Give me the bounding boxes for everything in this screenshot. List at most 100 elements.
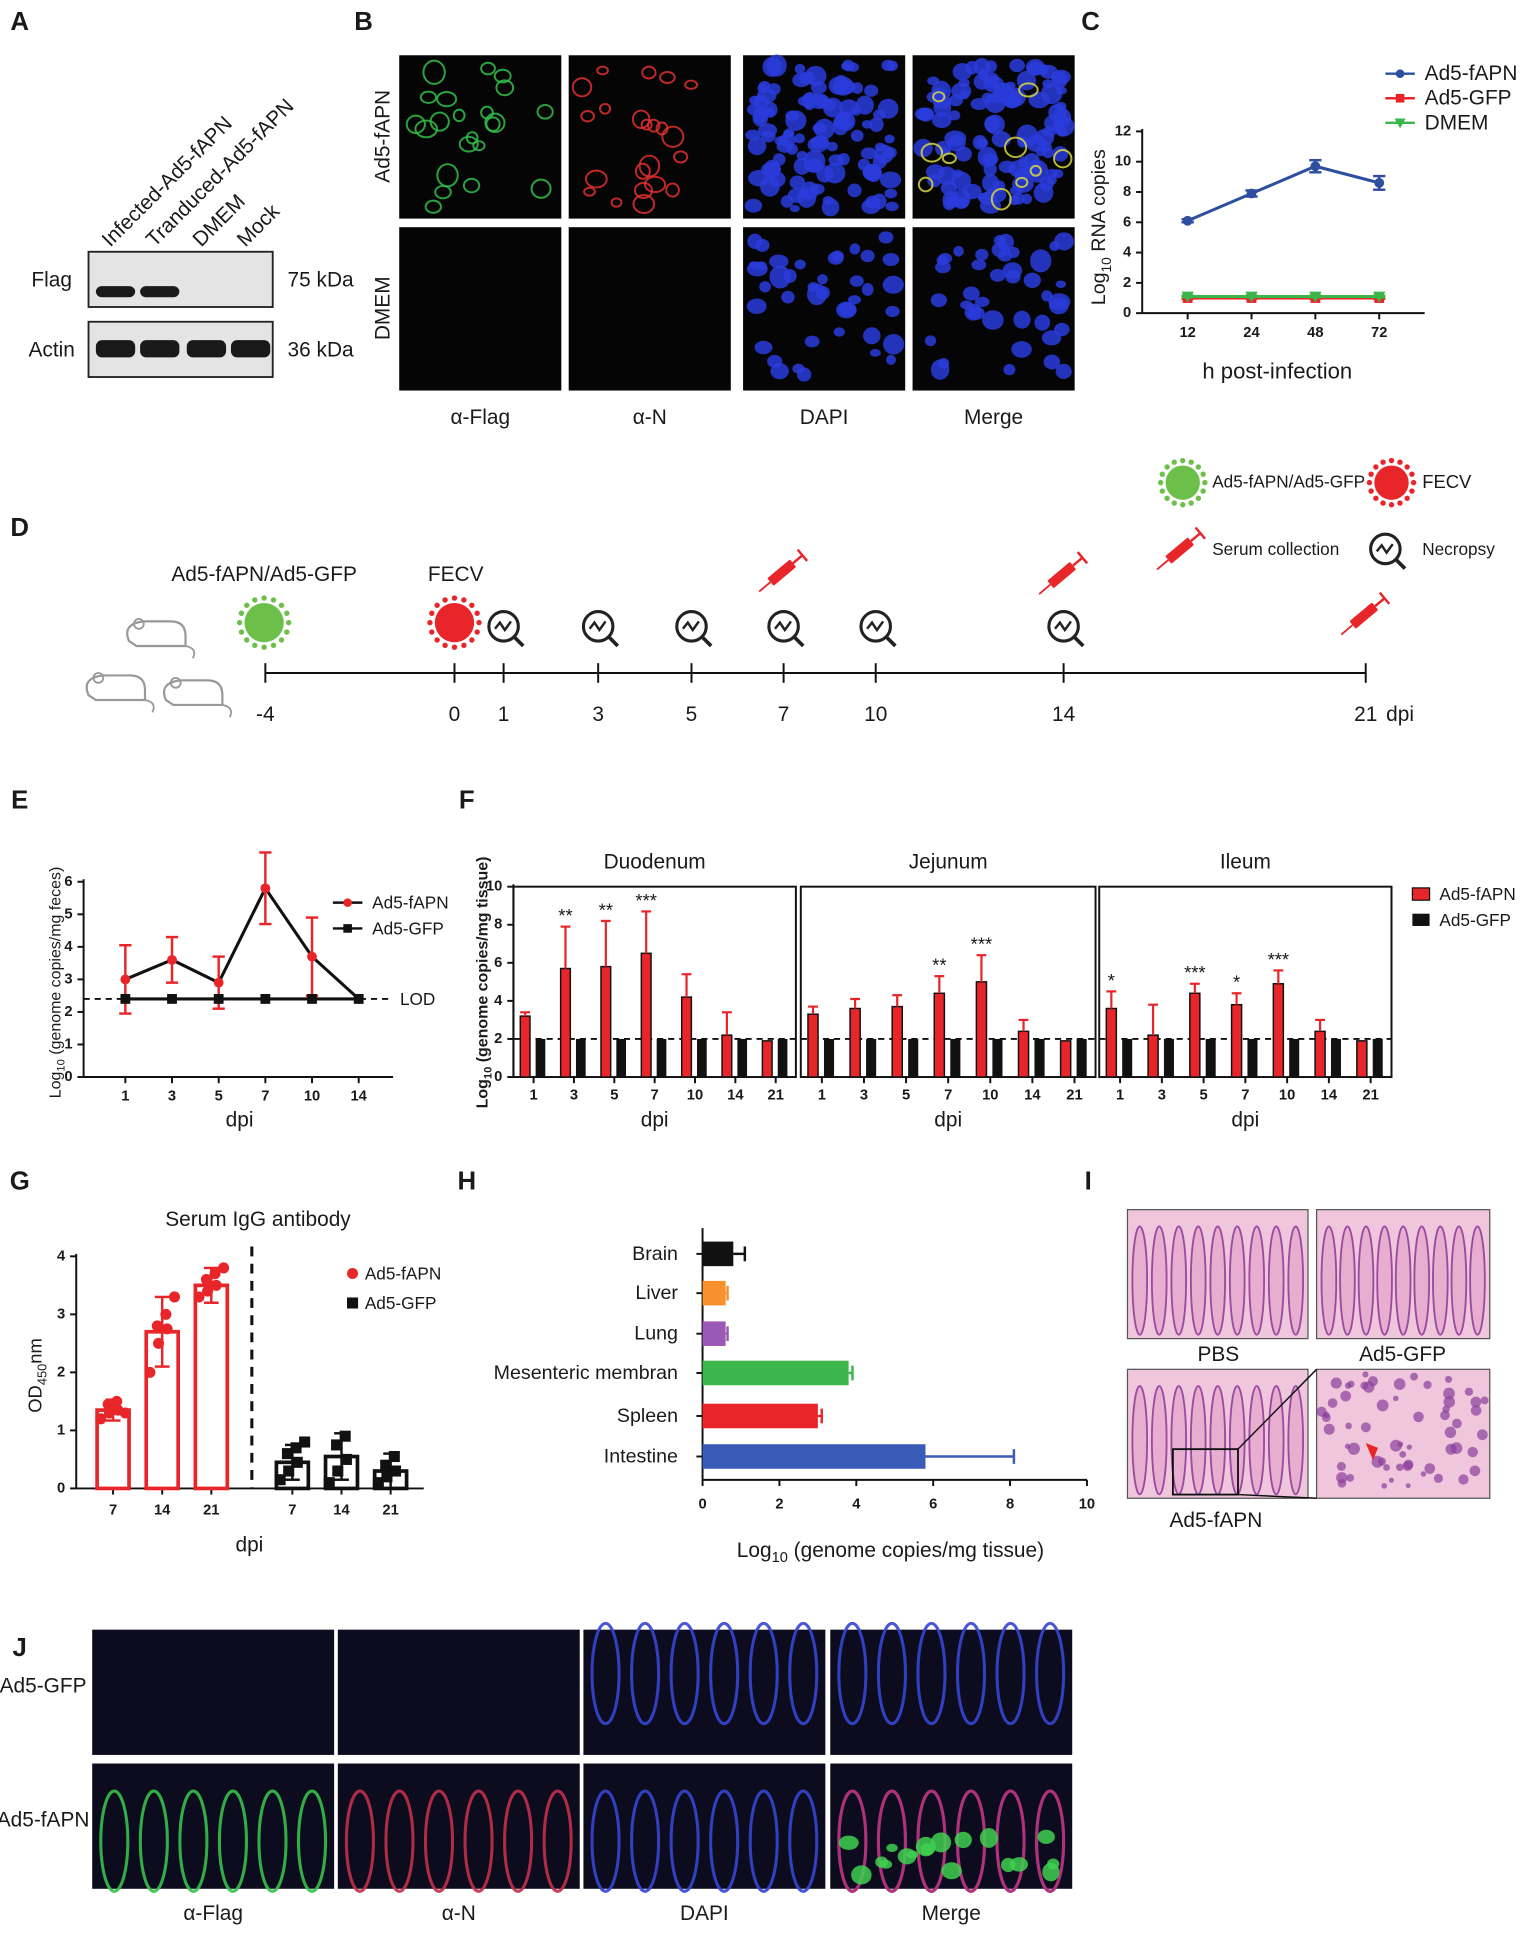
y-tick-label: Spleen [617,1405,678,1427]
virus-spike [270,642,277,649]
micrograph [337,1629,580,1755]
marker [111,1395,123,1407]
significance: * [1233,972,1240,993]
timeline-tick-label: 1 [498,703,510,726]
cell [769,265,791,289]
cell [849,275,864,287]
row-label: Ad5-GFP [0,1675,87,1698]
column-label: DAPI [800,406,849,429]
row-label: Ad5-fAPN [0,1809,89,1832]
cell [974,296,990,307]
cell [769,254,789,269]
cell [1054,322,1070,337]
marker [299,1436,311,1448]
cell [1057,126,1068,137]
y-tick-label: 8 [1123,184,1131,200]
syringe-needle [1156,559,1169,571]
nucleus [1376,1399,1389,1412]
nucleus [1327,1398,1338,1408]
cell [794,63,806,75]
cell [884,188,898,199]
cell [756,88,777,103]
cell [864,84,879,97]
nucleus [1340,1390,1352,1402]
cell [920,142,944,163]
villus [1287,1225,1305,1336]
syringe-plunger [792,554,804,565]
cell [1025,59,1046,76]
nucleus [1444,1375,1453,1383]
syringe-handle [796,548,809,562]
bar [866,1038,877,1078]
cell [785,110,807,131]
villus [296,1789,328,1893]
y-tick-label: 0 [57,1480,65,1496]
cell [860,147,878,160]
cell [919,108,931,120]
axis-label: Log10 (genome copies/mg tissue) [474,857,495,1109]
significance: ** [558,905,572,926]
marker [103,1407,115,1419]
virus-spike [461,642,467,649]
nucleus [1377,1457,1386,1466]
cell [755,238,770,252]
legend-label: DMEM [1425,111,1489,134]
cell [930,293,947,308]
marker [380,1459,392,1471]
y-tick-label: 3 [57,1306,65,1322]
cell [1009,1857,1028,1872]
x-axis-label: dpi [934,1109,962,1132]
marker [332,1465,344,1477]
cell [847,183,862,198]
column-label: α-N [442,1902,476,1925]
villus [99,1789,130,1893]
cell [598,103,612,115]
cell [1023,272,1041,288]
cell [862,163,882,182]
label-part: OD [24,1385,45,1413]
syringe-handle [1076,551,1089,565]
x-tick-label: 7 [261,1089,269,1105]
cell [462,177,481,194]
x-tick-label: 10 [687,1087,703,1103]
cell [792,73,811,88]
inset-connector [1237,1368,1318,1450]
y-tick-label: 8 [494,917,502,933]
cell [985,60,998,73]
marker [372,1477,384,1489]
villus [1150,1225,1168,1336]
marker [119,1407,131,1419]
nucleus [1477,1429,1488,1441]
cell [643,175,667,194]
marker [1245,291,1258,303]
mouse-ear [133,618,145,630]
villus [384,1789,415,1893]
facet-frame [799,885,1097,1079]
cell [977,146,998,168]
blot-band [95,340,136,358]
y-tick-label: 4 [494,993,503,1009]
cell [995,82,1014,103]
virus-spike [284,629,290,635]
cell [1011,341,1032,358]
legend-label: Ad5-GFP [365,1293,437,1313]
nucleus [1445,1443,1457,1455]
y-tick-label: 3 [64,971,72,987]
virus-spike [1195,464,1202,470]
virus-spike [1409,488,1415,494]
virus-spike [434,637,440,643]
cell [583,186,596,197]
blot-band [140,286,180,298]
virus-spike [1397,500,1403,506]
marker [291,1456,303,1468]
necropsy-icon [607,636,620,648]
x-tick-label: 7 [1241,1087,1249,1103]
virus-spike [238,610,245,616]
virus-spike [261,595,267,601]
bar [702,1444,926,1469]
bar [823,1038,835,1078]
cell [885,305,900,318]
marker [307,951,317,962]
x-tick-label: 14 [333,1503,350,1519]
cell [989,268,1006,282]
